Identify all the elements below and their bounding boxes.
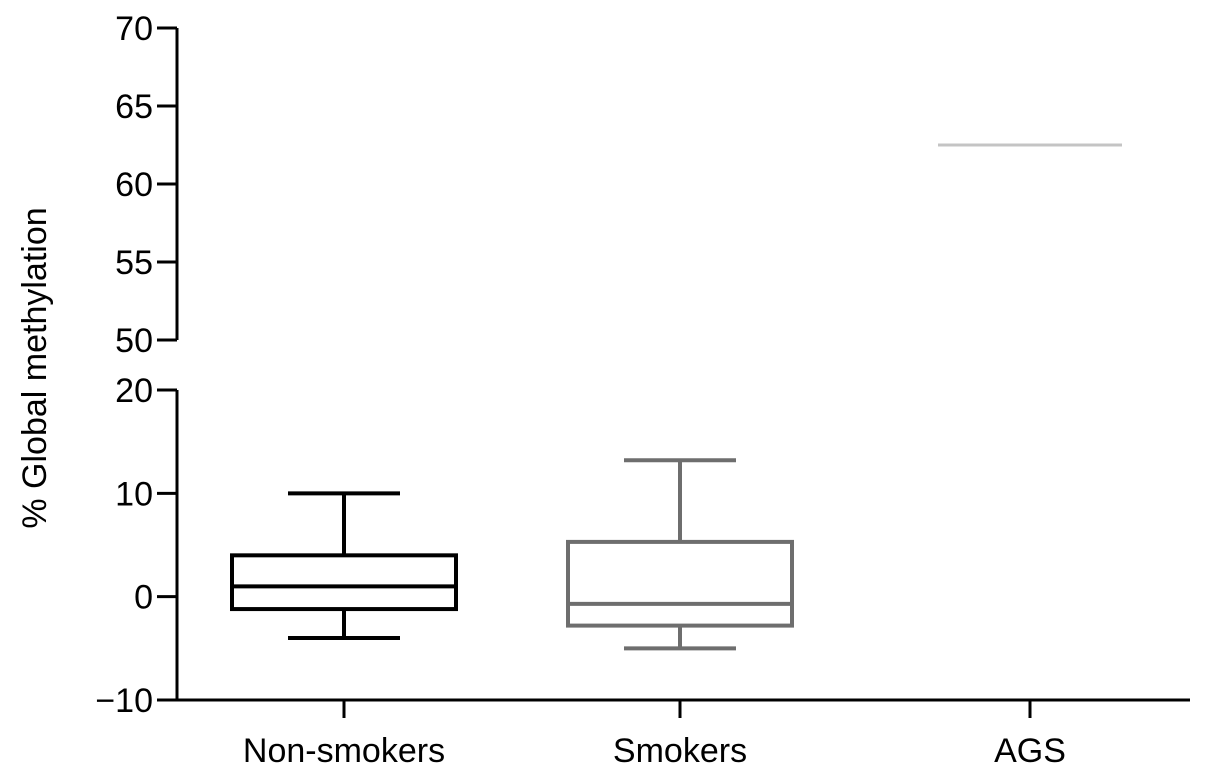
y-tick-label: 50: [115, 322, 153, 360]
boxes: [230, 143, 1122, 651]
y-tick-label: 55: [115, 244, 153, 282]
y-tick-label: 10: [115, 475, 153, 513]
axes: [175, 28, 1190, 702]
iqr-box: [230, 553, 458, 612]
y-tick-label: 65: [115, 88, 153, 126]
y-tick-label: 20: [115, 372, 153, 410]
y-tick-label: 0: [134, 579, 153, 617]
y-tick-label: 60: [115, 166, 153, 204]
x-tick-label: Smokers: [613, 732, 747, 770]
iqr-box: [566, 539, 794, 628]
box-non-smokers: [230, 491, 458, 640]
y-tick-label: −10: [95, 682, 153, 720]
y-axis-title: % Global methylation: [16, 207, 54, 528]
x-tick-label: AGS: [994, 732, 1066, 770]
box-smokers: [566, 458, 794, 651]
x-tick-label: Non-smokers: [243, 732, 445, 770]
y-tick-label: 70: [115, 10, 153, 48]
y-ticks: −10 0 10 20 50 55 60 65 70: [95, 10, 177, 720]
x-ticks: Non-smokers Smokers AGS: [243, 700, 1066, 770]
